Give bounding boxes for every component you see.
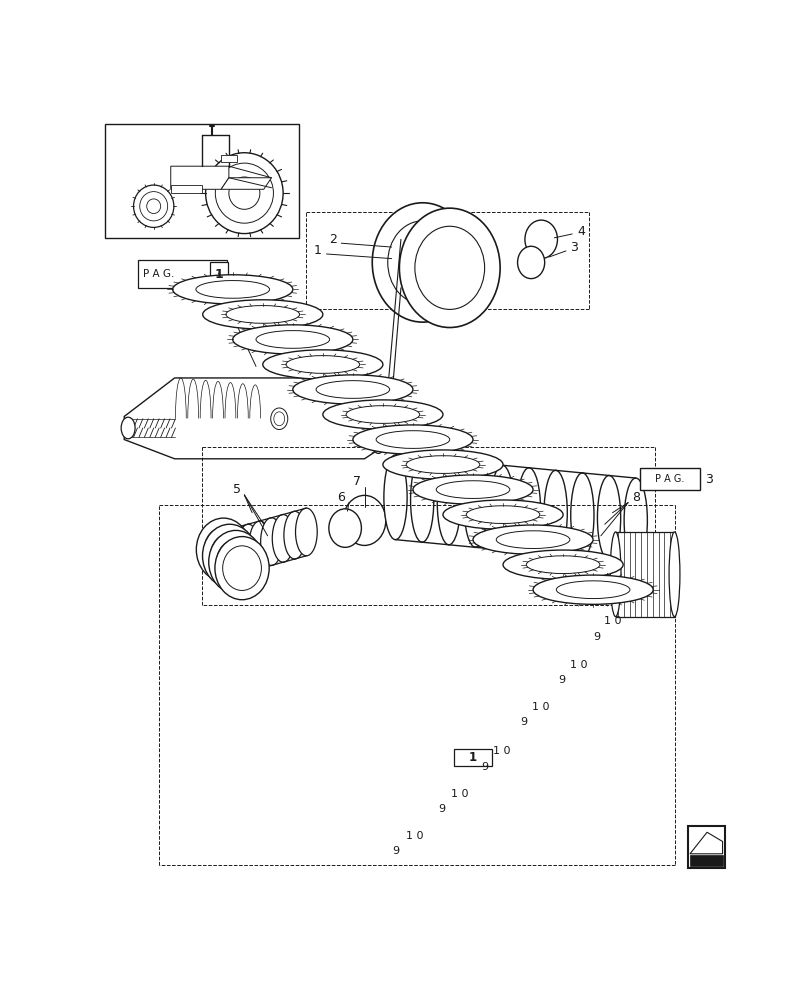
Ellipse shape: [208, 530, 263, 594]
Ellipse shape: [597, 475, 621, 560]
Text: 1: 1: [214, 267, 223, 280]
Ellipse shape: [196, 518, 250, 581]
Ellipse shape: [669, 532, 680, 617]
Text: 9: 9: [520, 717, 527, 727]
Polygon shape: [221, 155, 237, 162]
Ellipse shape: [372, 203, 473, 322]
Text: 1: 1: [314, 244, 322, 257]
Bar: [138, 260, 227, 288]
Text: 1 0: 1 0: [451, 789, 469, 799]
Ellipse shape: [410, 458, 434, 542]
Ellipse shape: [437, 460, 461, 545]
Ellipse shape: [238, 524, 259, 572]
Ellipse shape: [517, 468, 541, 552]
Text: 1 0: 1 0: [604, 615, 621, 626]
Text: 1 0: 1 0: [493, 746, 511, 756]
Text: 3: 3: [705, 473, 713, 486]
Text: P A G.: P A G.: [655, 474, 684, 484]
Polygon shape: [690, 855, 722, 866]
Text: 9: 9: [392, 846, 399, 856]
Ellipse shape: [292, 375, 413, 404]
Ellipse shape: [399, 208, 500, 328]
Text: 9: 9: [558, 675, 566, 685]
Text: 2: 2: [330, 233, 338, 246]
Ellipse shape: [503, 550, 623, 579]
Ellipse shape: [121, 417, 135, 439]
Ellipse shape: [383, 450, 503, 479]
Ellipse shape: [570, 473, 594, 558]
Ellipse shape: [263, 350, 383, 379]
Ellipse shape: [296, 508, 318, 556]
Ellipse shape: [203, 524, 257, 587]
Bar: [688, 826, 725, 868]
Ellipse shape: [329, 509, 361, 547]
Ellipse shape: [343, 495, 385, 545]
Text: 4: 4: [578, 225, 586, 238]
Ellipse shape: [464, 463, 487, 547]
Ellipse shape: [413, 475, 533, 504]
Ellipse shape: [384, 455, 407, 540]
Text: 8: 8: [632, 491, 640, 504]
Text: P A G.: P A G.: [143, 269, 174, 279]
Ellipse shape: [284, 511, 305, 559]
Ellipse shape: [533, 575, 653, 604]
Text: 1 0: 1 0: [570, 660, 588, 670]
Text: 1 0: 1 0: [406, 831, 423, 841]
Text: 3: 3: [570, 241, 578, 254]
Polygon shape: [690, 832, 722, 854]
Ellipse shape: [215, 537, 269, 600]
Ellipse shape: [624, 478, 647, 563]
Ellipse shape: [233, 325, 353, 354]
Polygon shape: [170, 185, 202, 193]
Bar: [453, 749, 492, 766]
Ellipse shape: [525, 220, 558, 259]
Ellipse shape: [249, 521, 271, 569]
Ellipse shape: [473, 525, 593, 554]
Ellipse shape: [323, 400, 443, 429]
Ellipse shape: [203, 300, 323, 329]
Text: 9: 9: [481, 762, 488, 772]
Polygon shape: [124, 378, 388, 459]
Text: 7: 7: [353, 475, 360, 488]
Text: 5: 5: [233, 483, 241, 496]
Ellipse shape: [490, 465, 514, 550]
Text: 1: 1: [469, 751, 477, 764]
Bar: [209, 262, 228, 286]
Ellipse shape: [610, 532, 621, 617]
Text: 1 0: 1 0: [532, 702, 549, 712]
Text: 6: 6: [337, 491, 345, 504]
Bar: [105, 124, 299, 238]
Text: 9: 9: [439, 804, 445, 814]
Ellipse shape: [443, 500, 563, 529]
Bar: [640, 468, 700, 490]
Ellipse shape: [272, 514, 294, 562]
Ellipse shape: [367, 384, 390, 453]
Ellipse shape: [225, 527, 247, 575]
Ellipse shape: [353, 425, 473, 454]
Polygon shape: [616, 532, 675, 617]
Text: 9: 9: [593, 632, 600, 642]
Polygon shape: [170, 166, 229, 189]
Ellipse shape: [261, 518, 282, 565]
Polygon shape: [221, 178, 271, 189]
Ellipse shape: [544, 470, 567, 555]
Ellipse shape: [173, 275, 292, 304]
Ellipse shape: [518, 246, 545, 279]
